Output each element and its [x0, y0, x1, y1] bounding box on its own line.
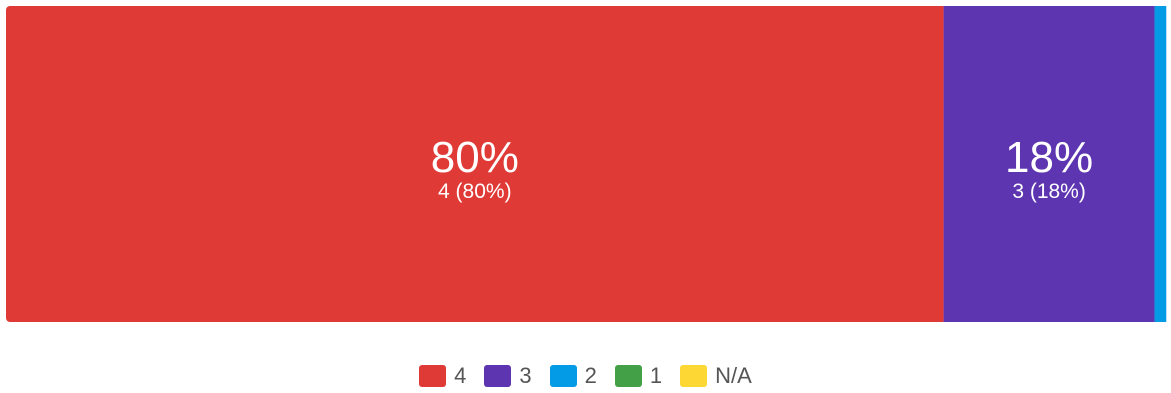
- segment-percent-label: 80%: [431, 133, 519, 182]
- legend-swatch: [680, 365, 708, 387]
- segment-percent-label: 18%: [1005, 133, 1093, 182]
- chart-svg: 80%4 (80%) 18%3 (18%): [6, 6, 1167, 322]
- legend-item-3: 3: [484, 363, 532, 388]
- legend-item-1: 1: [614, 363, 663, 388]
- legend-swatch: [549, 365, 577, 387]
- segment-count-label: 3 (18%): [1012, 180, 1086, 203]
- legend-item-4: 4: [419, 365, 466, 387]
- legend-item-n-a: N/A: [680, 365, 752, 387]
- bar-segment-3: [943, 6, 1155, 322]
- legend-swatch: [614, 365, 642, 387]
- legend-label: N/A: [715, 363, 752, 388]
- chart-legend: 4 3 2 1 N/A: [0, 362, 1171, 390]
- stacked-bar-chart: 80% 4 (80%) 18% 3 (18%): [6, 6, 1171, 322]
- segment-count-label: 4 (80%): [438, 180, 512, 203]
- legend-label: 4: [454, 363, 467, 388]
- bar-segment-2: [1154, 6, 1167, 322]
- legend-swatch: [419, 365, 447, 387]
- bar-segment-4: [6, 6, 944, 322]
- legend-label: 2: [584, 363, 597, 388]
- legend-swatch: [484, 365, 512, 387]
- legend-item-2: 2: [549, 363, 597, 388]
- legend-label: 1: [649, 363, 663, 388]
- legend-label: 3: [519, 363, 532, 388]
